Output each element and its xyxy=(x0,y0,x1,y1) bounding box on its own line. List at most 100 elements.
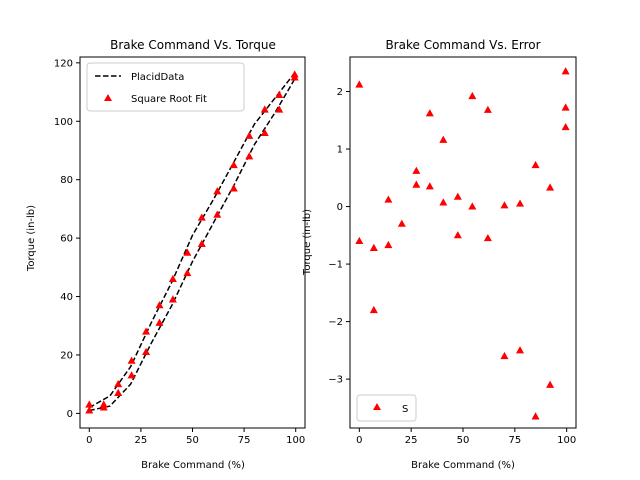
error-chart: Brake Command Vs. Error Brake Command (%… xyxy=(302,38,577,471)
error-data-point xyxy=(453,192,462,200)
torque-ytick-label: 40 xyxy=(60,292,73,303)
torque-data-point xyxy=(155,318,164,326)
error-chart-ticks: 0 25 50 75 100 −3 −2 −1 0 1 2 xyxy=(328,87,576,446)
error-data-point xyxy=(483,233,492,242)
error-legend-entry: S xyxy=(402,404,408,415)
error-data-point xyxy=(531,412,540,420)
torque-data-point xyxy=(99,400,108,408)
error-chart-legend: S xyxy=(356,394,417,422)
error-data-point xyxy=(483,105,492,113)
error-data-point xyxy=(369,305,378,314)
error-data-point xyxy=(561,103,570,111)
error-data-point xyxy=(468,202,477,210)
torque-chart-series xyxy=(85,70,299,414)
error-data-point xyxy=(500,351,509,360)
error-data-point xyxy=(546,183,555,191)
torque-data-point xyxy=(142,347,151,356)
error-data-point xyxy=(439,198,448,206)
error-data-point xyxy=(453,231,462,239)
torque-ytick-label: 120 xyxy=(54,58,73,69)
error-legend-marker-swatch xyxy=(373,403,381,410)
error-data-point xyxy=(500,201,509,209)
torque-data-point xyxy=(183,248,192,256)
error-ytick-label: 0 xyxy=(337,202,343,213)
torque-data-point xyxy=(213,187,222,195)
torque-chart-legend: PlacidData Square Root Fit xyxy=(86,62,245,112)
torque-ytick-label: 20 xyxy=(60,350,73,361)
torque-data-point xyxy=(197,213,206,221)
error-data-point xyxy=(531,160,540,169)
torque-chart-ylabel: Torque (in-lb) xyxy=(26,205,37,272)
error-data-point xyxy=(412,180,421,188)
torque-xtick-label: 50 xyxy=(186,435,199,446)
torque-ytick-label: 0 xyxy=(67,409,73,420)
torque-data-point xyxy=(142,327,151,335)
torque-xtick-label: 25 xyxy=(135,435,148,446)
error-data-point xyxy=(355,80,364,88)
error-data-point xyxy=(561,122,570,131)
error-ytick-label: −1 xyxy=(328,260,343,271)
error-data-point xyxy=(384,195,393,203)
torque-data-point xyxy=(275,105,284,113)
torque-xtick-label: 75 xyxy=(238,435,251,446)
torque-ytick-label: 100 xyxy=(54,117,73,128)
torque-ytick-label: 60 xyxy=(60,234,73,245)
torque-legend-entry-fit: Square Root Fit xyxy=(131,94,207,105)
error-chart-xlabel: Brake Command (%) xyxy=(411,460,515,471)
error-data-point xyxy=(384,240,393,249)
torque-data-point xyxy=(260,105,269,113)
torque-xtick-label: 100 xyxy=(286,435,305,446)
torque-data-point xyxy=(85,406,94,414)
torque-chart-xlabel: Brake Command (%) xyxy=(141,460,245,471)
torque-chart-frame xyxy=(79,56,306,429)
error-data-point xyxy=(369,243,378,251)
torque-chart-ticks: 0 25 50 75 100 0 20 40 60 80 100 120 xyxy=(54,58,305,446)
torque-legend-box xyxy=(86,62,245,112)
error-data-point xyxy=(425,109,434,117)
torque-data-point xyxy=(229,160,238,169)
torque-ytick-label: 80 xyxy=(60,175,73,186)
error-chart-ylabel: Torque (in-lb) xyxy=(302,209,313,276)
torque-data-point xyxy=(127,356,136,364)
torque-series-line-upper xyxy=(88,71,297,409)
error-data-point xyxy=(425,182,434,190)
error-ytick-label: 1 xyxy=(337,145,343,156)
torque-data-point xyxy=(213,210,222,218)
torque-chart-title: Brake Command Vs. Torque xyxy=(110,38,276,52)
error-ytick-label: 2 xyxy=(337,87,343,98)
torque-data-point xyxy=(275,90,284,98)
error-chart-frame xyxy=(349,56,577,429)
error-legend-box xyxy=(356,394,417,422)
error-xtick-label: 100 xyxy=(557,435,576,446)
error-data-point xyxy=(546,380,555,388)
torque-data-point xyxy=(155,301,164,309)
error-data-point xyxy=(516,346,525,354)
error-data-point xyxy=(561,67,570,75)
error-data-point xyxy=(468,91,477,100)
error-xtick-label: 25 xyxy=(405,435,418,446)
error-ytick-label: −2 xyxy=(328,317,343,328)
torque-data-point xyxy=(168,295,177,303)
error-xtick-label: 0 xyxy=(356,435,362,446)
error-data-point xyxy=(355,236,364,245)
torque-series-line-lower xyxy=(89,77,297,412)
torque-data-point xyxy=(168,274,177,283)
error-data-point xyxy=(516,199,525,207)
torque-data-point xyxy=(290,70,299,78)
error-data-point xyxy=(439,135,448,143)
error-xtick-label: 50 xyxy=(457,435,470,446)
error-data-point xyxy=(412,166,421,174)
torque-data-point xyxy=(229,184,238,192)
torque-data-point xyxy=(114,379,123,388)
torque-data-point xyxy=(245,131,254,139)
torque-chart: Brake Command Vs. Torque Brake Command (… xyxy=(26,38,306,471)
torque-xtick-label: 0 xyxy=(86,435,92,446)
error-chart-series xyxy=(355,67,570,420)
torque-data-point xyxy=(260,128,269,136)
torque-data-point xyxy=(197,239,206,247)
torque-legend-marker-swatch xyxy=(104,94,112,101)
torque-data-point xyxy=(127,371,136,379)
error-xtick-label: 75 xyxy=(508,435,521,446)
error-data-point xyxy=(397,219,406,227)
torque-data-point xyxy=(85,400,94,408)
